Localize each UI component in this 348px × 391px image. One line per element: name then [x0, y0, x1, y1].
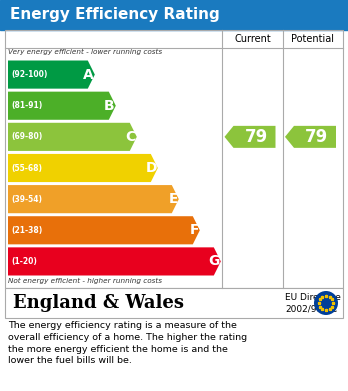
- Circle shape: [314, 291, 338, 315]
- Text: C: C: [126, 130, 136, 144]
- Text: (92-100): (92-100): [11, 70, 47, 79]
- Text: G: G: [208, 255, 220, 269]
- Polygon shape: [224, 126, 276, 148]
- Polygon shape: [8, 61, 95, 89]
- Polygon shape: [8, 123, 137, 151]
- Text: 79: 79: [245, 128, 268, 146]
- Text: E: E: [168, 192, 178, 206]
- Text: Not energy efficient - higher running costs: Not energy efficient - higher running co…: [8, 278, 162, 284]
- Polygon shape: [8, 248, 221, 276]
- Text: (1-20): (1-20): [11, 257, 37, 266]
- Bar: [5, 288, 343, 318]
- Text: Potential: Potential: [292, 34, 334, 44]
- Text: (55-68): (55-68): [11, 163, 42, 172]
- Text: England & Wales: England & Wales: [13, 294, 184, 312]
- Polygon shape: [8, 91, 116, 120]
- Text: B: B: [104, 99, 115, 113]
- Bar: [5, 30, 343, 288]
- Polygon shape: [8, 185, 179, 213]
- Text: D: D: [145, 161, 157, 175]
- Text: The energy efficiency rating is a measure of the
overall efficiency of a home. T: The energy efficiency rating is a measur…: [8, 321, 247, 366]
- Polygon shape: [8, 154, 158, 182]
- Polygon shape: [8, 216, 200, 244]
- Text: Very energy efficient - lower running costs: Very energy efficient - lower running co…: [8, 49, 162, 55]
- Text: Current: Current: [234, 34, 271, 44]
- Text: Energy Efficiency Rating: Energy Efficiency Rating: [10, 7, 220, 23]
- Bar: [0, 0, 348, 30]
- Text: EU Directive
2002/91/EC: EU Directive 2002/91/EC: [285, 292, 341, 314]
- Text: (39-54): (39-54): [11, 195, 42, 204]
- Text: (69-80): (69-80): [11, 133, 42, 142]
- Text: A: A: [83, 68, 94, 82]
- Text: (21-38): (21-38): [11, 226, 42, 235]
- Text: (81-91): (81-91): [11, 101, 42, 110]
- Text: F: F: [189, 223, 199, 237]
- Polygon shape: [285, 126, 336, 148]
- Text: 79: 79: [306, 128, 329, 146]
